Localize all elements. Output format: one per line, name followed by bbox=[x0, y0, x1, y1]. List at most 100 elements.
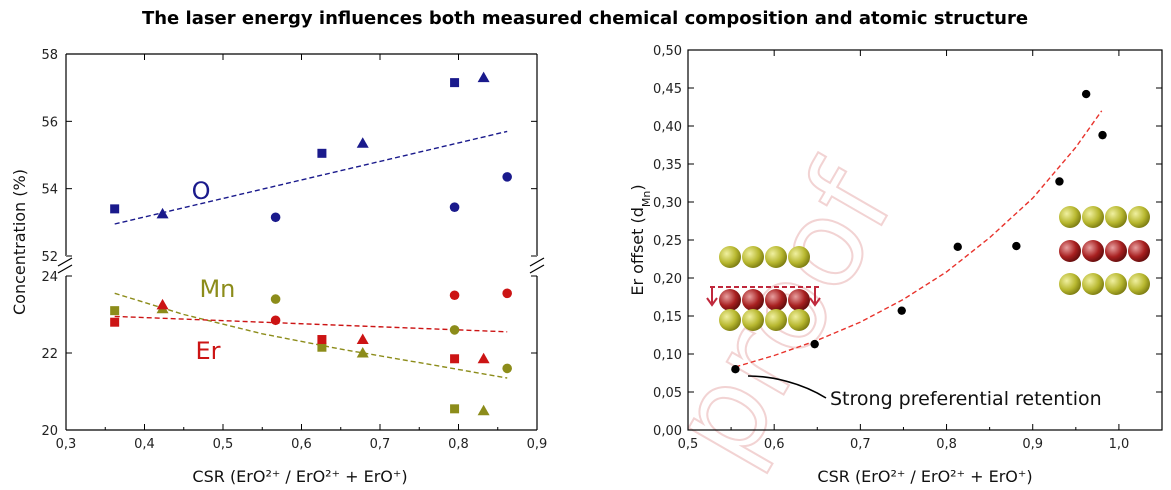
left-y-tick-label: 20 bbox=[41, 424, 58, 439]
mn-atom-icon bbox=[788, 246, 810, 268]
fit-line-er bbox=[114, 315, 508, 333]
data-point-er bbox=[110, 317, 120, 327]
left-y-tick-label: 22 bbox=[41, 347, 58, 362]
mn-atom-icon bbox=[719, 246, 741, 268]
data-point-o bbox=[110, 204, 120, 214]
annotation-text: Strong preferential retention bbox=[830, 388, 1102, 410]
atom-illustration-left bbox=[706, 246, 821, 331]
data-point-er bbox=[356, 333, 369, 345]
data-point-o bbox=[449, 202, 460, 212]
er-atom-icon bbox=[1128, 240, 1150, 262]
right-y-tick-label: 0,30 bbox=[653, 196, 682, 211]
data-point-er-offset bbox=[1055, 177, 1064, 186]
right-y-tick-label: 0,35 bbox=[653, 158, 682, 173]
right-x-tick-label: 1,0 bbox=[1109, 437, 1130, 452]
left-y-tick-label: 52 bbox=[41, 250, 58, 265]
left-x-tick-label: 0,5 bbox=[213, 437, 234, 452]
right-y-tick-label: 0,40 bbox=[653, 120, 682, 135]
left-x-tick-label: 0,9 bbox=[527, 437, 548, 452]
data-point-mn bbox=[502, 363, 512, 374]
annotation-pointer bbox=[747, 375, 827, 399]
right-y-tick-label: 0,20 bbox=[653, 272, 682, 287]
left-chart: 0,3 0,4 0,5 0,6 0,7 0,8 0,9 52 54 56 58 20 22 24 O Mn E… bbox=[10, 48, 547, 486]
data-point-er bbox=[477, 352, 490, 364]
mn-atom-icon bbox=[1059, 206, 1081, 228]
er-atom-icon bbox=[788, 289, 810, 311]
data-point-o bbox=[356, 137, 369, 148]
data-point-er bbox=[449, 290, 460, 301]
right-y-tick-label: 0,00 bbox=[653, 424, 682, 439]
right-y-tick-label: 0,50 bbox=[653, 44, 682, 59]
series-label-er: Er bbox=[196, 337, 221, 365]
data-point-er-offset bbox=[1098, 130, 1107, 140]
right-x-tick-label: 0,6 bbox=[764, 437, 785, 452]
data-point-er bbox=[502, 288, 512, 299]
mn-atom-icon bbox=[1059, 273, 1081, 295]
data-point-er-offset bbox=[731, 365, 740, 374]
right-x-axis-label: CSR (ErO²⁺ / ErO²⁺ + ErO⁺) bbox=[817, 467, 1032, 486]
data-point-mn bbox=[270, 294, 281, 304]
left-y-tick-label: 58 bbox=[41, 48, 58, 63]
data-point-mn bbox=[450, 404, 460, 414]
mn-atom-icon bbox=[1105, 273, 1127, 295]
data-point-o bbox=[450, 78, 460, 88]
left-x-axis-label: CSR (ErO²⁺ / ErO²⁺ + ErO⁺) bbox=[192, 467, 407, 486]
axis-break-left bbox=[57, 257, 73, 267]
er-atom-icon bbox=[1082, 240, 1104, 262]
er-atom-icon bbox=[1059, 240, 1081, 262]
er-atom-icon bbox=[742, 289, 764, 311]
data-point-er bbox=[450, 354, 460, 364]
left-x-tick-label: 0,6 bbox=[291, 437, 312, 452]
right-y-tick-label: 0,05 bbox=[653, 386, 682, 401]
data-point-mn bbox=[356, 347, 369, 358]
axis-break-right bbox=[529, 257, 545, 267]
data-point-mn bbox=[317, 342, 327, 352]
right-y-tick-label: 0,45 bbox=[653, 82, 682, 97]
mn-atom-icon bbox=[1105, 206, 1127, 228]
mn-atom-icon bbox=[1128, 273, 1150, 295]
mn-atom-icon bbox=[765, 246, 787, 268]
right-fit-curve bbox=[735, 110, 1103, 368]
left-y-tick-label: 54 bbox=[41, 183, 58, 198]
fit-line-o bbox=[114, 130, 508, 225]
right-x-tick-label: 0,9 bbox=[1022, 437, 1043, 452]
er-atom-icon bbox=[1105, 240, 1127, 262]
right-x-tick-label: 0,7 bbox=[850, 437, 871, 452]
data-point-er bbox=[156, 298, 169, 310]
series-label-o: O bbox=[192, 177, 211, 205]
right-y-axis-label: Er offset (dMn) bbox=[628, 184, 653, 295]
series-label-mn: Mn bbox=[199, 275, 235, 303]
data-point-er bbox=[270, 315, 281, 326]
left-x-tick-label: 0,4 bbox=[134, 437, 155, 452]
down-arrow-icon bbox=[809, 287, 821, 307]
left-axes bbox=[57, 53, 545, 431]
left-x-tick-label: 0,3 bbox=[56, 437, 77, 452]
data-point-o bbox=[270, 212, 281, 223]
mn-atom-icon bbox=[788, 309, 810, 331]
left-x-tick-label: 0,7 bbox=[370, 437, 391, 452]
data-point-er-offset bbox=[1081, 89, 1091, 99]
er-atom-icon bbox=[765, 289, 787, 311]
right-chart: 0,5 0,6 0,7 0,8 0,9 1,0 0,00 0,05 0,10 0,15 0,20 0,… bbox=[628, 44, 1163, 486]
right-y-tick-label: 0,25 bbox=[653, 234, 682, 249]
mn-atom-icon bbox=[1082, 273, 1104, 295]
data-point-o bbox=[156, 207, 169, 219]
data-point-er bbox=[317, 335, 327, 345]
right-x-tick-label: 0,8 bbox=[936, 437, 957, 452]
left-y-tick-label: 56 bbox=[41, 115, 58, 130]
right-y-tick-label: 0,15 bbox=[653, 310, 682, 325]
mn-atom-icon bbox=[1082, 206, 1104, 228]
mn-atom-icon bbox=[742, 309, 764, 331]
data-point-er-offset bbox=[1012, 241, 1021, 251]
data-point-mn bbox=[477, 404, 490, 416]
left-x-tick-label: 0,8 bbox=[448, 437, 469, 452]
data-point-er-offset bbox=[810, 339, 819, 349]
mn-atom-icon bbox=[742, 246, 764, 268]
right-y-tick-label: 0,10 bbox=[653, 348, 682, 363]
data-point-o bbox=[317, 148, 327, 158]
data-point-er-offset bbox=[897, 306, 906, 315]
data-point-o bbox=[477, 71, 490, 83]
atom-illustration-right bbox=[1059, 206, 1150, 295]
er-atom-icon bbox=[719, 289, 741, 311]
